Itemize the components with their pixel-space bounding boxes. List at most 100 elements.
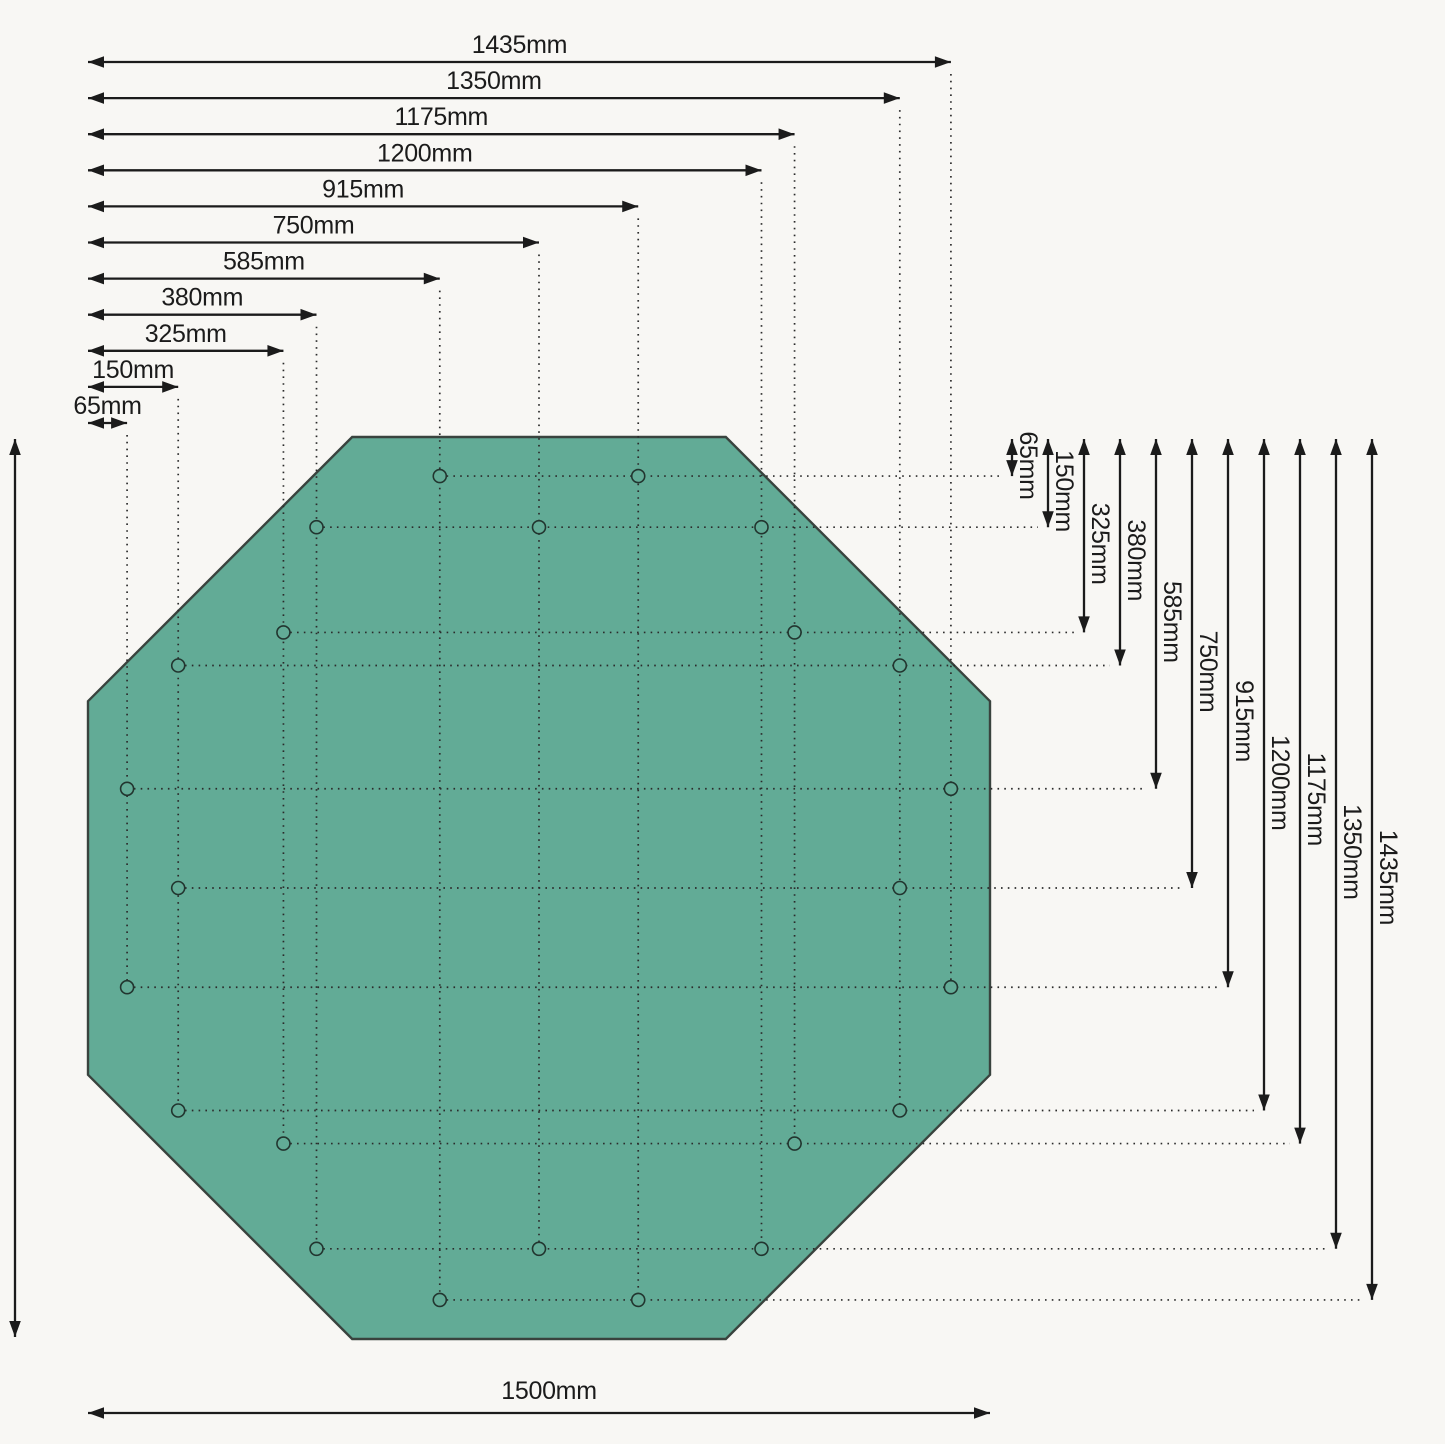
hole-marker [309,519,324,535]
dimension-label-right: 65mm [1014,431,1042,499]
dimension-label-right: 150mm [1050,450,1078,532]
arrowhead [1294,439,1306,455]
arrowhead [1330,439,1342,455]
arrowhead [88,272,104,285]
dimension-label-right: 1350mm [1338,804,1366,899]
hole-marker [170,880,186,896]
arrowhead [88,417,104,429]
arrowhead [423,272,440,285]
hole-marker [276,625,291,640]
hole-marker [892,880,908,896]
arrowhead [1330,1232,1342,1249]
hole-marker [432,1292,448,1308]
dimension-label-top: 65mm [73,392,141,420]
dimension-arrow-top [88,92,900,104]
arrowhead [88,56,104,68]
dimension-arrow-top [88,308,317,321]
hole-marker [787,625,802,640]
height-arrow-left [9,439,21,1337]
hole-marker [892,658,908,673]
arrowhead [88,236,104,249]
dimension-arrow-top [88,164,762,177]
arrowhead [1366,1283,1378,1300]
dimension-label-top: 1200mm [377,139,472,167]
arrowhead [1114,439,1126,455]
arrowhead [267,345,284,357]
hole-marker [787,1136,802,1151]
arrowhead [1078,616,1090,633]
arrowhead [1006,439,1018,455]
dimension-label-right: 1435mm [1374,830,1402,925]
arrowhead [88,345,104,357]
arrowhead [1114,649,1126,666]
arrowhead [88,164,104,177]
dimension-label-top: 915mm [322,175,404,203]
arrowhead [1222,439,1234,455]
arrowhead [745,164,762,177]
arrowhead [622,200,639,213]
arrowhead [88,381,104,393]
arrowhead [88,308,104,321]
arrowhead [883,92,900,104]
arrowhead [1186,872,1198,888]
dimension-arrow-top [88,56,951,68]
hole-marker [754,1241,769,1257]
dimension-arrow-right [1186,439,1198,888]
dimension-label-top: 1175mm [394,103,488,131]
hole-marker [531,1241,547,1257]
hole-marker [170,658,186,673]
arrowhead [88,128,104,140]
hole-marker [943,979,959,995]
hole-marker [119,781,135,797]
arrowhead [778,128,795,140]
width-arrow-bottom [88,1407,990,1419]
dimension-arrow-top [88,236,539,249]
dimension-arrow-right [1006,439,1018,477]
hole-marker [432,468,448,484]
dimension-arrow-right [1330,439,1342,1249]
arrowhead [1042,439,1054,455]
dimension-arrow-top [88,200,639,213]
dimension-arrow-top [88,128,795,140]
dimension-arrow-right [1222,439,1234,988]
dimension-label-bottom: 1500mm [501,1377,596,1405]
dimension-label-top: 150mm [92,356,174,384]
dimension-arrow-right [1366,439,1378,1300]
hole-marker [630,468,646,484]
arrowhead [9,1321,21,1337]
dimension-label-top: 1435mm [472,31,567,59]
hole-marker [892,1103,908,1118]
dimension-label-right: 585mm [1158,581,1186,663]
dimension-label-top: 380mm [161,284,243,312]
arrowhead [1042,511,1054,528]
arrowhead [1258,1094,1270,1111]
dimension-label-right: 1200mm [1266,735,1294,830]
arrowhead [523,236,539,249]
dimension-arrow-top [88,345,284,357]
dimension-arrow-top [88,381,179,393]
dimension-label-top: 1350mm [446,67,541,95]
arrowhead [1258,439,1270,455]
dimension-label-right: 1175mm [1302,752,1330,846]
dimension-label-right: 750mm [1194,631,1222,713]
arrowhead [1186,439,1198,455]
dimension-arrow-right [1294,439,1306,1144]
hole-marker [119,979,135,995]
arrowhead [88,92,104,104]
arrowhead [974,1407,990,1419]
dimension-arrow-right [1042,439,1054,528]
dimension-arrow-top [88,272,440,285]
arrowhead [1366,439,1378,455]
arrowhead [1006,460,1018,477]
hole-marker [531,519,547,535]
dimension-label-top: 325mm [145,320,227,348]
arrowhead [9,439,21,455]
dimension-arrow-right [1114,439,1126,666]
hole-marker [276,1136,291,1151]
dimension-arrow-top [88,417,128,429]
arrowhead [162,381,179,393]
dimension-arrow-right [1258,439,1270,1111]
arrowhead [1078,439,1090,455]
dimension-label-right: 325mm [1086,503,1114,585]
